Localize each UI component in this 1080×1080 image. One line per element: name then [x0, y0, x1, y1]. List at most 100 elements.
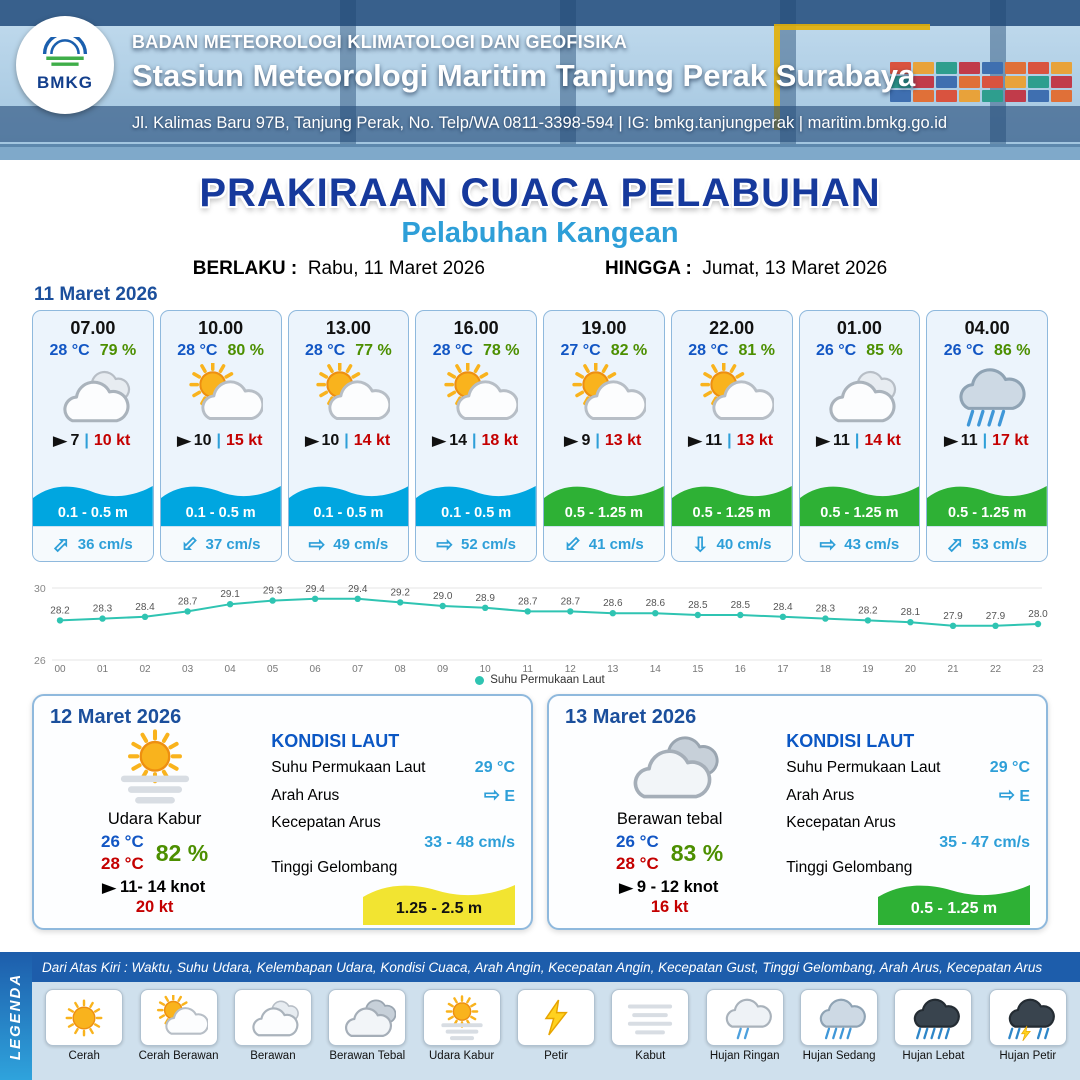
air-temperature: 26 °C: [943, 342, 984, 359]
air-temperature: 26 °C: [816, 342, 857, 359]
sst-value: 29 °C: [474, 759, 515, 776]
air-temperature: 28 °C: [688, 342, 729, 359]
weather-icon-wrap: [817, 361, 901, 431]
svg-text:16: 16: [735, 664, 747, 674]
day-forecast-card: 13 Maret 2026 Berawan tebal 26 °C 28 °C …: [547, 694, 1048, 930]
svg-text:07: 07: [352, 664, 364, 674]
wind-row: ▶ 7 | 10 kt: [53, 432, 131, 449]
legend-icon-card: [988, 989, 1067, 1046]
current-row: ⇨ 43 cm/s: [799, 526, 920, 561]
temp-humidity-row: 26 °C 85 %: [816, 342, 903, 360]
wave-height-band: 0.1 - 0.5 m: [160, 480, 281, 526]
wave-height-value: 0.5 - 1.25 m: [564, 505, 643, 521]
current-speed: 43 cm/s: [844, 535, 900, 553]
bmkg-logo: BMKG: [16, 16, 114, 114]
svg-text:03: 03: [182, 664, 194, 674]
svg-text:28.2: 28.2: [50, 605, 70, 616]
legend-item: Kabut: [604, 989, 696, 1062]
svg-text:29.2: 29.2: [390, 587, 410, 598]
legend-dot: [475, 675, 485, 685]
sst-label: Suhu Permukaan Laut: [271, 759, 426, 776]
cerah-berawan-icon: [156, 994, 208, 1035]
current-direction-icon: ⇨: [308, 533, 326, 556]
day-date: 12 Maret 2026: [50, 706, 182, 728]
daily-summary-row: 12 Maret 2026 Udara Kabur 26 °C 28 °C 82…: [32, 694, 1048, 930]
sea-band: [0, 0, 1080, 26]
wave-shape: [927, 486, 1047, 526]
wave-shape: [288, 486, 409, 526]
hour-label: 19.00: [581, 318, 627, 338]
weather-icon-wrap: [945, 361, 1029, 431]
legend-item: Cerah Berawan: [132, 989, 224, 1062]
air-temperature: 28 °C: [432, 342, 473, 359]
wind-speed: 14: [449, 432, 468, 449]
legend-item: Hujan Lebat: [887, 989, 979, 1062]
svg-text:13: 13: [607, 664, 619, 674]
wave-height-value: 0.5 - 1.25 m: [948, 505, 1027, 521]
temp-humidity-row: 28 °C 79 %: [50, 342, 137, 360]
wave-shape: [363, 885, 515, 925]
humidity: 81 %: [738, 342, 775, 359]
wind-arrow-icon: ▶: [619, 879, 633, 895]
legend-item: Berawan: [227, 989, 319, 1062]
legend-label: Suhu Permukaan Laut: [490, 674, 605, 686]
udara-kabur-icon: [120, 729, 189, 804]
wind-row: ▶ 9 | 13 kt: [564, 432, 642, 449]
wind-speed: 11: [832, 432, 850, 449]
current-row: ⇨ 37 cm/s: [160, 526, 281, 561]
legend-icon-card: [705, 989, 784, 1046]
svg-text:28.7: 28.7: [561, 596, 581, 607]
legend-icon-card: [800, 989, 879, 1046]
sst-chart: 30 26 28.2 00 28.3 01 28.4 02 28.7 03 29.1 04 29.3 05…: [32, 568, 1048, 686]
page-title: PRAKIRAAN CUACA PELABUHAN: [199, 171, 881, 215]
header: BMKG BADAN METEOROLOGI KLIMATOLOGI DAN G…: [0, 0, 1080, 160]
hour-label: 16.00: [453, 318, 499, 338]
temp-humidity-row: 26 °C 86 %: [944, 342, 1031, 360]
wave-shape: [671, 486, 792, 526]
svg-text:28.6: 28.6: [646, 598, 666, 609]
legend-item-label: Berawan Tebal: [329, 1050, 406, 1062]
current-speed: 41 cm/s: [588, 535, 644, 553]
air-temperature: 27 °C: [560, 342, 601, 359]
legend-item: Petir: [510, 989, 602, 1062]
hour-label: 07.00: [70, 318, 116, 338]
current-speed-label: Kecepatan Arus: [271, 814, 381, 831]
legend-item-label: Udara Kabur: [429, 1050, 495, 1062]
legend-item-label: Hujan Ringan: [709, 1050, 780, 1062]
legend-side-bar: LEGENDA: [0, 952, 32, 1080]
gust-speed: 14 kt: [353, 432, 391, 449]
legend-item-label: Cerah: [68, 1050, 100, 1062]
air-temperature: 28 °C: [49, 342, 90, 359]
gust-speed: 14 kt: [864, 432, 901, 449]
wind-speed: 11: [705, 432, 723, 449]
svg-text:14: 14: [650, 664, 662, 674]
hour-label: 10.00: [198, 318, 244, 338]
humidity: 79 %: [99, 342, 137, 359]
temp-humidity-row: 28 °C 78 %: [433, 342, 520, 360]
legend-item-label: Kabut: [635, 1050, 666, 1062]
day-forecast-card: 12 Maret 2026 Udara Kabur 26 °C 28 °C 82…: [32, 694, 533, 930]
wave-height-label: Tinggi Gelombang: [271, 859, 398, 876]
wave-shape: [33, 486, 153, 526]
wave-shape: [416, 486, 536, 526]
wind-row: ▶ 11 | 14 kt: [816, 432, 901, 449]
current-direction-label: Arah Arus: [271, 786, 340, 804]
wind-arrow-icon: ▶: [177, 433, 191, 448]
day-wind: ▶ 11- 14 knot: [102, 878, 206, 897]
wave-height-band: 0.5 - 1.25 m: [671, 480, 792, 526]
weather-icon-wrap: [306, 361, 391, 431]
current-row: ⇨ 36 cm/s: [33, 526, 153, 561]
svg-text:19: 19: [862, 664, 874, 674]
hourly-card: 07.00 28 °C 79 % ▶ 7 | 10 kt 0.1 - 0.5 m…: [32, 310, 154, 562]
hourly-card: 10.00 28 °C 80 % ▶ 10 | 15 kt 0.1 - 0.5 …: [159, 310, 282, 562]
svg-text:23: 23: [1032, 664, 1044, 674]
air-temperature: 28 °C: [305, 342, 346, 359]
weather-icon-wrap: [51, 361, 135, 431]
legend-item: Cerah: [38, 989, 130, 1062]
wave-height-value: 0.1 - 0.5 m: [185, 505, 256, 521]
svg-text:28.1: 28.1: [901, 607, 921, 618]
svg-text:15: 15: [692, 664, 704, 674]
current-row: ⇨ 49 cm/s: [288, 526, 409, 561]
wind-speed: 10: [321, 432, 340, 449]
